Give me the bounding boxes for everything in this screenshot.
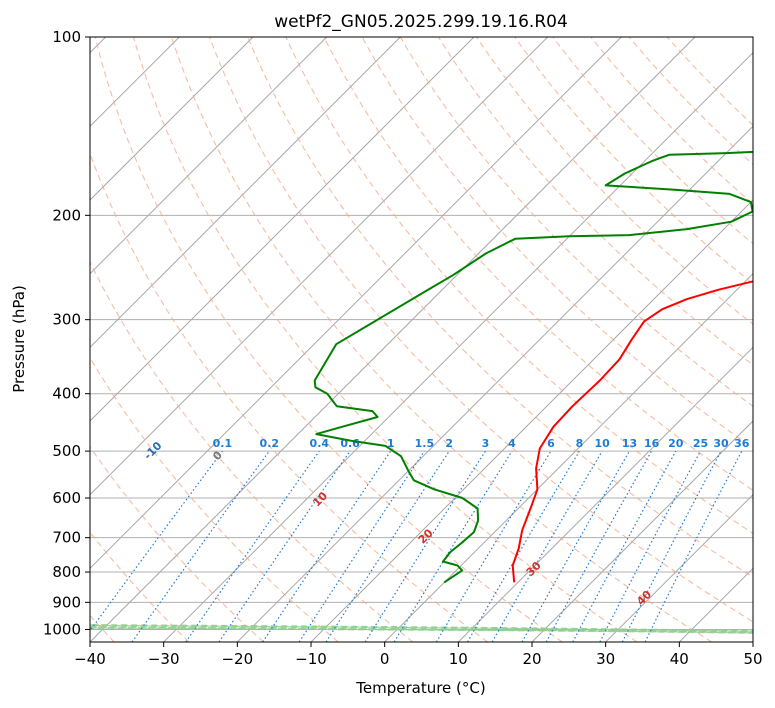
dry-adiabat xyxy=(209,37,753,623)
mixing-ratio-label: 20 xyxy=(668,437,684,450)
dry-adiabat xyxy=(476,37,753,325)
mixing-ratio-line xyxy=(393,450,513,642)
mixing-ratio-label: 0.1 xyxy=(213,437,233,450)
y-axis-label: Pressure (hPa) xyxy=(10,285,28,393)
y-tick-label: 400 xyxy=(52,385,81,403)
mixing-ratio-line xyxy=(262,450,392,642)
dry-adiabat xyxy=(361,37,753,449)
y-tick-label: 800 xyxy=(52,563,81,581)
isotherm-line xyxy=(457,346,753,642)
mixing-ratio-label: 0.2 xyxy=(260,437,280,450)
x-tick-label: −10 xyxy=(295,650,327,668)
mixing-ratio-line xyxy=(545,450,653,642)
isotherm-line xyxy=(90,37,401,349)
background-lines xyxy=(90,37,753,642)
x-tick-label: −40 xyxy=(74,650,106,668)
y-tick-label: 600 xyxy=(52,489,81,507)
moist-adiabat xyxy=(90,624,753,632)
y-tick-label: 500 xyxy=(52,442,81,460)
isotherm-line xyxy=(90,37,622,570)
y-tick-label: 100 xyxy=(52,28,81,46)
mixing-ratio-label: 1.5 xyxy=(415,437,435,450)
mixing-ratio-label: 16 xyxy=(644,437,660,450)
isotherm-line xyxy=(236,125,753,642)
plot-frame xyxy=(89,36,754,643)
mixing-ratio-line xyxy=(218,450,351,642)
mixing-ratio-label: 1 xyxy=(387,437,395,450)
mixing-ratio-label: 25 xyxy=(693,437,708,450)
x-tick-label: −30 xyxy=(148,650,180,668)
isotherm-line xyxy=(90,37,549,496)
x-tick-label: 10 xyxy=(449,650,468,668)
isotherm-line xyxy=(90,37,475,422)
mixing-ratio-label: 2 xyxy=(445,437,453,450)
axis-ticks: −40 −30 −20 −10 0 10 20 30 40 5010020030040050060… xyxy=(43,28,763,668)
dry-adiabat xyxy=(132,37,638,642)
x-axis-label: Temperature (°C) xyxy=(355,679,485,697)
mixing-ratio-line xyxy=(131,450,270,642)
dry-adiabat xyxy=(90,446,264,642)
mixing-ratio-label: 4 xyxy=(508,437,516,450)
isotherm-line xyxy=(90,37,254,201)
x-tick-label: 20 xyxy=(522,650,541,668)
moist-adiabat xyxy=(90,624,753,632)
mixing-ratio-line xyxy=(298,450,425,642)
dry-adiabat xyxy=(323,37,753,492)
x-tick-label: −20 xyxy=(221,650,253,668)
dry-adiabat xyxy=(514,37,753,285)
isotherm-line xyxy=(531,420,753,642)
mixing-ratio-line xyxy=(325,450,450,642)
x-tick-label: 50 xyxy=(743,650,762,668)
mixing-ratio-label: 6 xyxy=(547,437,555,450)
isotherm-line xyxy=(605,493,753,642)
dewpoint-line xyxy=(313,150,753,584)
mixing-ratio-line xyxy=(572,450,677,642)
mixing-ratio-label: 36 xyxy=(734,437,750,450)
dry-adiabat xyxy=(90,260,414,642)
mixing-ratio-label: 0.4 xyxy=(310,437,330,450)
isotherm-line xyxy=(384,272,753,642)
mixing-ratio-label: 8 xyxy=(576,437,584,450)
y-tick-label: 200 xyxy=(52,206,81,224)
mixing-ratio-line xyxy=(521,450,631,642)
dry-adiabat xyxy=(628,37,753,166)
y-tick-label: 1000 xyxy=(43,620,81,638)
mixing-ratio-label: 30 xyxy=(713,437,729,450)
dry-adiabat xyxy=(94,37,563,642)
mixing-ratio-label: 10 xyxy=(594,437,610,450)
y-tick-label: 700 xyxy=(52,529,81,547)
chart-title: wetPf2_GN05.2025.299.19.16.R04 xyxy=(274,12,568,32)
y-tick-label: 300 xyxy=(52,311,81,329)
isotherm-line xyxy=(163,51,753,642)
mixing-ratio-line xyxy=(644,450,743,642)
temperature-line xyxy=(511,280,753,583)
isotherm-line xyxy=(90,37,696,642)
profile-lines xyxy=(313,150,753,584)
mixing-ratio-line xyxy=(185,450,320,642)
dry-adiabat xyxy=(399,37,753,407)
x-tick-label: 0 xyxy=(380,650,390,668)
x-tick-label: 40 xyxy=(670,650,689,668)
mixing-ratio-line xyxy=(90,450,223,632)
x-tick-label: 30 xyxy=(596,650,615,668)
y-tick-label: 900 xyxy=(52,593,81,611)
mixing-ratio-label: 3 xyxy=(482,437,490,450)
dry-adiabat xyxy=(247,37,753,578)
isotherm-line xyxy=(90,37,328,275)
mixing-ratio-label: 13 xyxy=(622,437,637,450)
